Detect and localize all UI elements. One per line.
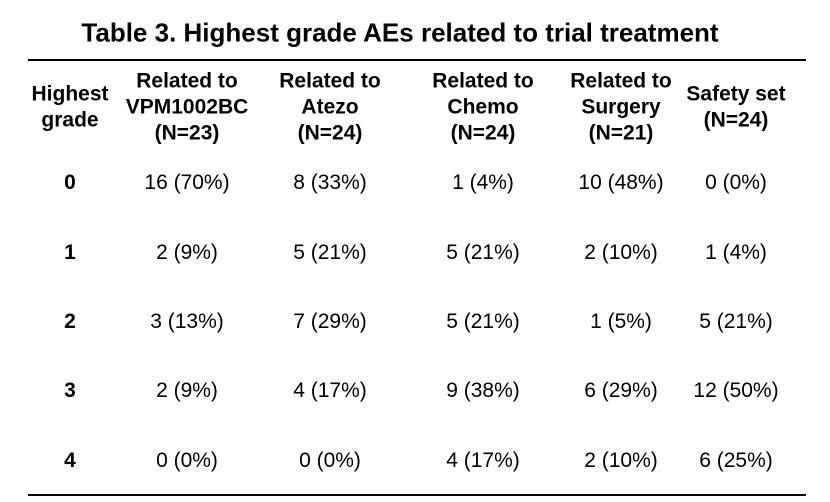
column-header: (N=21) (588, 121, 654, 145)
column-header: Related to (570, 69, 672, 93)
row-label: 2 (64, 310, 76, 333)
column-header: Atezo (301, 95, 359, 119)
table-cell: 2 (9%) (156, 241, 218, 264)
column-header: Related to (432, 69, 534, 93)
table-cell: 0 (0%) (705, 171, 767, 194)
top-rule (28, 59, 806, 61)
table-cell: 5 (21%) (446, 241, 520, 264)
table-cell: 5 (21%) (293, 241, 367, 264)
table-cell: 3 (13%) (150, 310, 224, 333)
column-header: Highest (31, 82, 109, 106)
column-header: Related to (136, 69, 238, 93)
table-cell: 5 (21%) (699, 310, 773, 333)
column-header: VPM1002BC (125, 95, 249, 119)
table-cell: 2 (10%) (584, 241, 658, 264)
table-cell: 2 (10%) (584, 449, 658, 472)
table-title: Table 3. Highest grade AEs related to tr… (81, 17, 719, 48)
table-cell: 7 (29%) (293, 310, 367, 333)
table-cell: 0 (0%) (156, 449, 218, 472)
table-cell: 1 (5%) (590, 310, 652, 333)
table-cell: 10 (48%) (578, 171, 664, 194)
table-cell: 0 (0%) (299, 449, 361, 472)
row-label: 4 (64, 449, 76, 472)
table-cell: 1 (4%) (705, 241, 767, 264)
bottom-rule (28, 494, 806, 496)
table-cell: 4 (17%) (446, 449, 520, 472)
table-cell: 5 (21%) (446, 310, 520, 333)
row-label: 3 (64, 379, 76, 402)
table-cell: 16 (70%) (144, 171, 230, 194)
column-header: Safety set (686, 82, 786, 106)
table-cell: 8 (33%) (293, 171, 367, 194)
table-cell: 6 (29%) (584, 379, 658, 402)
column-header: Chemo (447, 95, 519, 119)
row-label: 0 (64, 171, 76, 194)
table-cell: 2 (9%) (156, 379, 218, 402)
column-header: (N=24) (703, 108, 769, 132)
column-header: (N=24) (450, 121, 516, 145)
column-header: (N=24) (297, 121, 363, 145)
column-header: grade (41, 108, 99, 132)
table-cell: 9 (38%) (446, 379, 520, 402)
row-label: 1 (64, 241, 76, 264)
table-cell: 12 (50%) (693, 379, 779, 402)
table-cell: 4 (17%) (293, 379, 367, 402)
table-cell: 1 (4%) (452, 171, 514, 194)
column-header: Surgery (581, 95, 661, 119)
table-cell: 6 (25%) (699, 449, 773, 472)
column-header: Related to (279, 69, 381, 93)
column-header: (N=23) (154, 121, 220, 145)
